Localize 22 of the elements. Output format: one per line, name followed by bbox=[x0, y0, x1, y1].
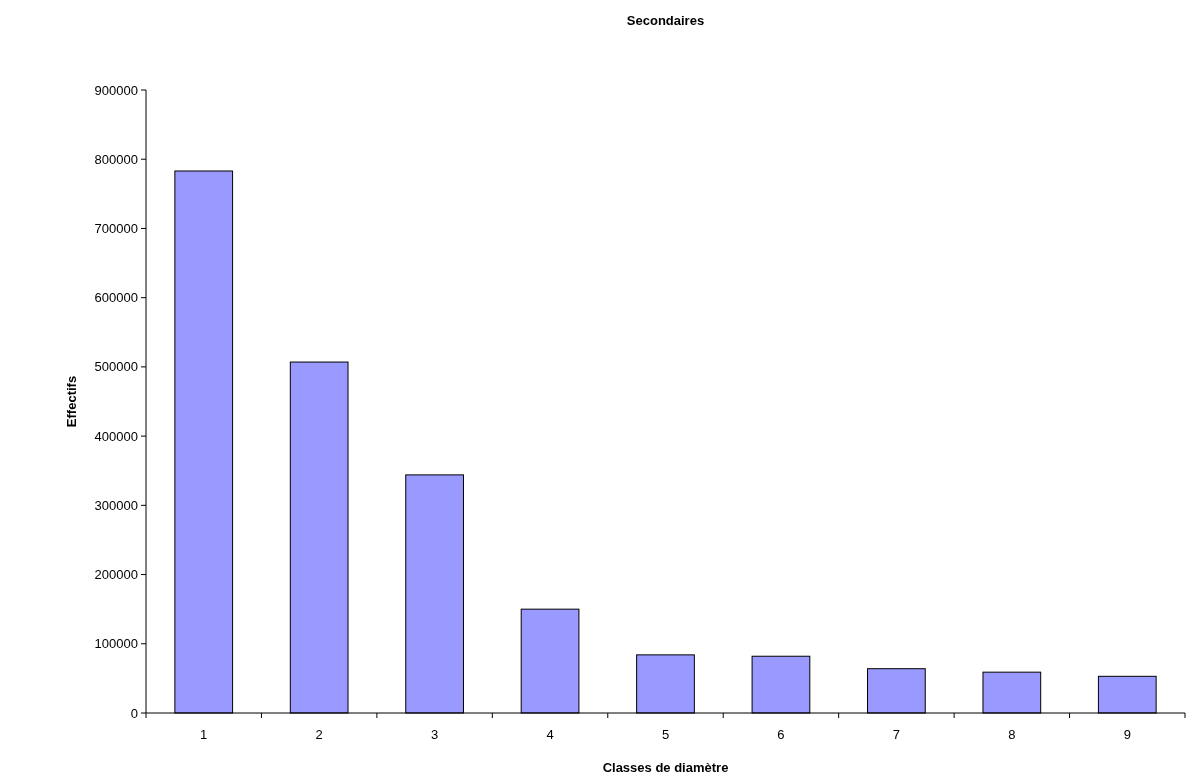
y-tick-label: 400000 bbox=[94, 428, 138, 444]
x-tick-label: 7 bbox=[892, 727, 901, 742]
y-tick-label: 800000 bbox=[94, 151, 138, 167]
x-tick-label: 1 bbox=[200, 727, 208, 742]
y-axis-title: Effectifs bbox=[64, 375, 79, 428]
y-tick-label: 100000 bbox=[94, 636, 138, 652]
x-axis-title: Classes de diamètre bbox=[602, 760, 729, 775]
y-tick-label: 600000 bbox=[94, 290, 138, 306]
y-tick-label: 900000 bbox=[94, 82, 138, 98]
chart-title: Secondaires bbox=[626, 13, 705, 28]
x-tick-label: 4 bbox=[546, 727, 554, 742]
y-tick-label: 300000 bbox=[94, 497, 138, 513]
x-tick-label: 9 bbox=[1123, 727, 1131, 742]
y-tick-label: 200000 bbox=[94, 567, 138, 583]
x-tick-label: 2 bbox=[315, 727, 323, 742]
x-tick-label: 5 bbox=[661, 727, 670, 742]
y-tick-label: 0 bbox=[130, 705, 138, 721]
x-tick-label: 3 bbox=[430, 727, 439, 742]
x-tick-label: 6 bbox=[777, 727, 785, 742]
y-tick-label: 700000 bbox=[94, 220, 138, 236]
y-tick-label: 500000 bbox=[94, 359, 138, 375]
x-tick-label: 8 bbox=[1008, 727, 1016, 742]
